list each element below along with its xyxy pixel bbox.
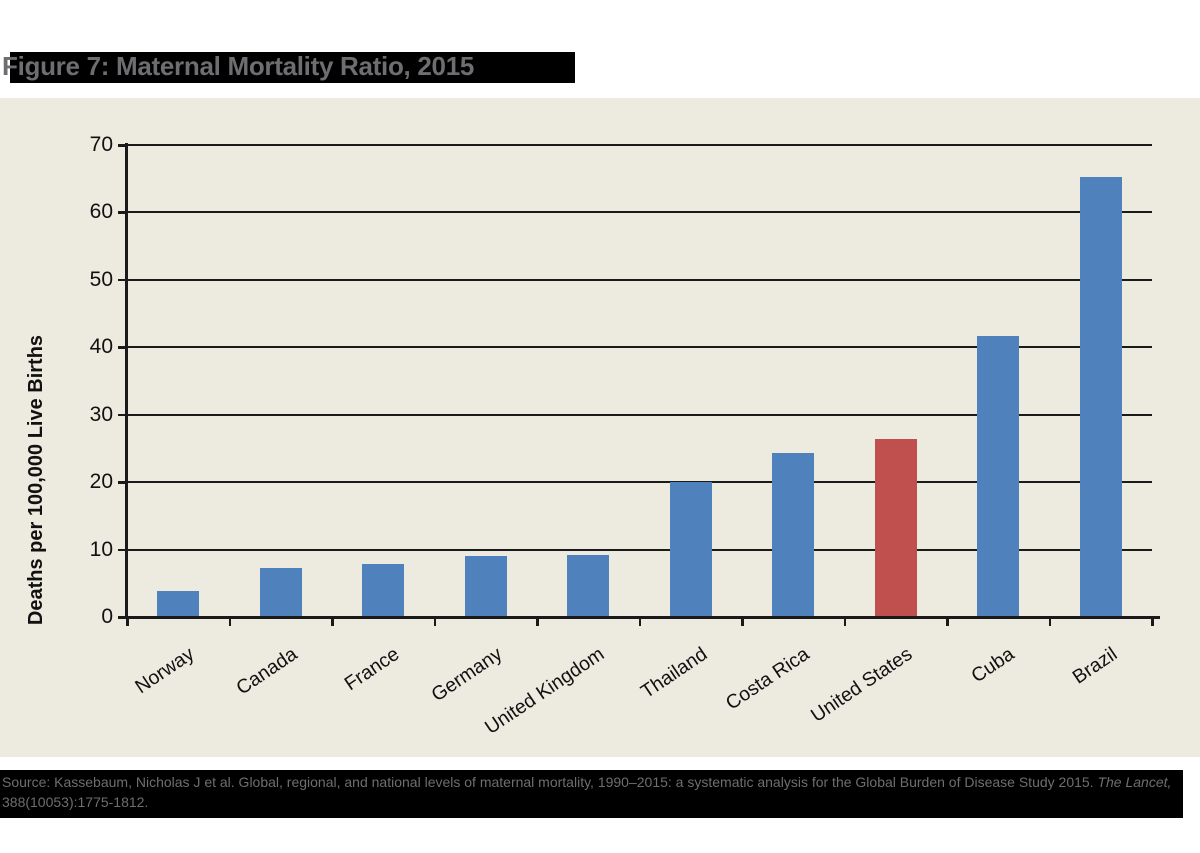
x-tick-1 (228, 617, 231, 626)
gridline-10 (127, 548, 1152, 551)
x-tick-8 (946, 617, 949, 626)
y-tick-50 (118, 278, 127, 282)
x-tick-label-cuba: Cuba (967, 643, 1019, 688)
x-tick-label-costa-rica: Costa Rica (722, 643, 814, 715)
bar-brazil (1079, 177, 1122, 617)
y-tick-label-10: 10 (89, 537, 113, 561)
gridline-30 (127, 413, 1152, 416)
x-tick-10 (1151, 617, 1154, 626)
y-axis-line (125, 143, 128, 619)
bar-thailand (669, 482, 712, 617)
bar-norway (157, 591, 200, 617)
y-tick-label-20: 20 (89, 470, 113, 494)
x-tick-label-brazil: Brazil (1068, 643, 1122, 689)
gridline-50 (127, 278, 1152, 281)
y-axis-title: Deaths per 100,000 Live Births (25, 334, 47, 626)
y-tick-label-60: 60 (89, 200, 113, 224)
x-tick-label-france: France (340, 643, 404, 696)
y-tick-10 (118, 548, 127, 552)
x-tick-label-thailand: Thailand (636, 643, 712, 704)
y-tick-label-70: 70 (89, 133, 113, 156)
title-highlight-bar (10, 52, 575, 83)
x-tick-label-germany: Germany (427, 643, 507, 707)
chart-panel: 0 10 20 30 40 50 60 70 Norway Canada France Germany… (0, 98, 1200, 757)
x-axis-line (127, 616, 1160, 619)
x-tick-7 (843, 617, 846, 626)
bar-costa-rica (772, 453, 815, 617)
x-tick-label-canada: Canada (232, 643, 302, 700)
y-tick-30 (118, 413, 127, 417)
x-tick-label-united-kingdom: United Kingdom (481, 643, 609, 739)
bar-canada (259, 568, 302, 617)
bar-united-states (874, 439, 917, 617)
source-citation: Source: Kassebaum, Nicholas J et al. Glo… (2, 772, 1198, 812)
y-tick-20 (118, 481, 127, 484)
y-tick-label-0: 0 (101, 605, 113, 628)
bar-france (362, 564, 405, 617)
x-tick-label-norway: Norway (131, 643, 199, 699)
gridline-70 (127, 144, 1152, 146)
gridline-40 (127, 346, 1152, 349)
x-tick-0 (126, 617, 129, 626)
y-tick-0 (118, 616, 127, 619)
x-tick-4 (536, 617, 539, 626)
y-tick-label-40: 40 (89, 335, 113, 359)
source-citation-journal: The Lancet, (1097, 774, 1172, 790)
gridline-60 (127, 211, 1152, 214)
gridline-20 (127, 481, 1152, 484)
x-tick-label-united-states: United States (806, 643, 917, 727)
bar-united-kingdom (567, 555, 610, 617)
source-highlight-bar (0, 770, 1183, 818)
source-citation-issue: 388(10053):1775-1812. (2, 794, 149, 810)
bar-cuba (977, 336, 1020, 617)
page-title: Figure 7: Maternal Mortality Ratio, 2015 (2, 51, 475, 81)
x-tick-6 (741, 617, 744, 626)
y-tick-40 (118, 346, 127, 349)
bar-germany (464, 556, 507, 617)
y-tick-60 (118, 211, 127, 214)
x-tick-9 (1048, 617, 1051, 626)
x-tick-3 (433, 617, 436, 626)
y-tick-label-50: 50 (89, 267, 113, 291)
x-tick-2 (331, 617, 334, 626)
y-tick-70 (118, 144, 127, 147)
x-tick-5 (638, 617, 641, 626)
y-tick-label-30: 30 (89, 402, 113, 426)
source-citation-main: Source: Kassebaum, Nicholas J et al. Glo… (2, 774, 1098, 790)
